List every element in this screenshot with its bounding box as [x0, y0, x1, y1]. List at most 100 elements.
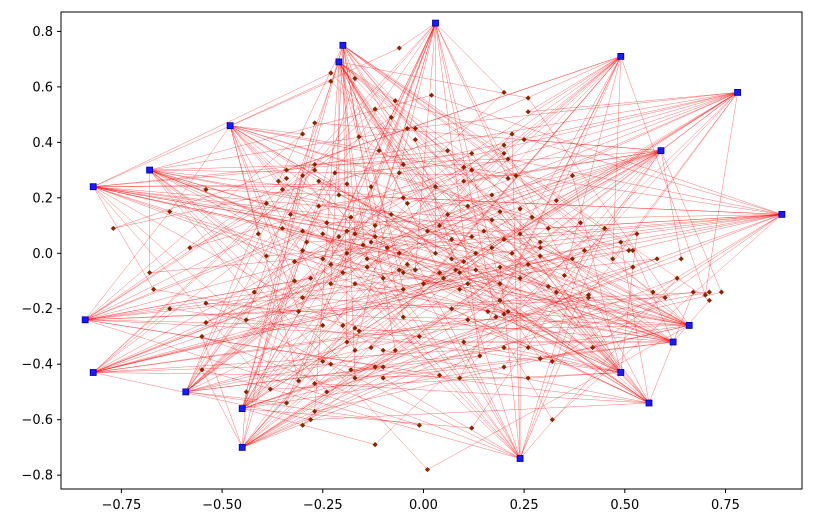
edge-line: [149, 169, 484, 232]
edge-line: [523, 56, 621, 140]
data-point: [678, 256, 684, 262]
data-point: [380, 347, 386, 353]
data-point: [513, 173, 519, 179]
hub-point: [432, 19, 439, 27]
edge-line: [242, 325, 344, 409]
edge-line: [507, 214, 782, 312]
edge-line: [564, 92, 738, 276]
data-point: [497, 281, 503, 287]
data-point: [300, 173, 306, 179]
data-point: [255, 231, 261, 237]
edge-line: [471, 236, 621, 373]
data-point: [396, 267, 402, 273]
data-point: [336, 234, 342, 240]
data-point: [203, 300, 209, 306]
edge-line: [229, 125, 501, 285]
data-point: [388, 211, 394, 218]
data-point: [469, 167, 475, 173]
data-point: [674, 275, 680, 281]
data-point: [545, 225, 551, 231]
edge-line: [242, 266, 634, 448]
y-tick-label: −0.8: [21, 469, 53, 484]
data-point: [618, 239, 624, 245]
x-tick-label: 0.00: [409, 498, 438, 513]
data-point: [440, 275, 447, 281]
data-point: [187, 245, 193, 251]
data-point: [400, 161, 406, 168]
data-point: [537, 245, 543, 251]
data-point: [263, 253, 269, 259]
data-point: [517, 206, 523, 212]
edge-line: [149, 169, 331, 265]
edge-line: [149, 169, 360, 332]
edge-line: [463, 341, 521, 459]
data-point: [537, 356, 543, 362]
data-point: [320, 358, 326, 365]
edge-line: [612, 56, 622, 259]
data-point: [328, 261, 334, 267]
hub-point: [335, 58, 343, 66]
edge-line: [230, 125, 666, 298]
data-point: [368, 184, 374, 190]
edge-line: [189, 56, 621, 248]
data-point: [380, 375, 386, 381]
edge-line: [85, 291, 710, 321]
data-point: [332, 170, 338, 176]
edge-line: [201, 369, 521, 459]
edge-line: [242, 277, 444, 409]
edge-line: [85, 169, 472, 321]
data-point: [481, 228, 487, 234]
data-point: [364, 264, 370, 270]
edge-line: [93, 150, 448, 187]
edge-line: [93, 186, 456, 271]
edge-line: [229, 125, 416, 271]
edge-line: [242, 350, 396, 448]
data-point: [324, 389, 330, 395]
edge-line: [519, 56, 622, 235]
hub-point: [81, 316, 89, 324]
data-point: [461, 339, 467, 345]
data-point: [432, 184, 439, 190]
edge-line: [395, 100, 782, 215]
data-point: [489, 192, 495, 198]
y-tick-label: −0.6: [21, 413, 53, 428]
data-point: [630, 264, 636, 270]
edge-line: [451, 239, 690, 326]
hub-point: [339, 41, 347, 49]
edge-line: [435, 23, 501, 284]
edge-line: [338, 61, 452, 259]
edge-line: [342, 45, 505, 240]
edge-line: [230, 125, 380, 151]
edge-line: [367, 258, 690, 326]
edge-line: [229, 125, 356, 351]
edge-line: [415, 128, 690, 326]
edge-line: [330, 45, 344, 284]
data-point: [372, 364, 378, 370]
edge-line: [358, 136, 674, 343]
data-point: [376, 148, 382, 154]
data-point: [497, 264, 503, 270]
data-point: [416, 333, 423, 340]
edge-line: [241, 391, 247, 448]
edge-line: [511, 253, 621, 373]
data-point: [167, 306, 173, 312]
data-point: [634, 231, 640, 237]
hub-point: [182, 388, 190, 396]
data-point: [509, 250, 515, 256]
data-point: [283, 175, 290, 181]
edge-line: [338, 61, 529, 99]
data-point: [110, 225, 116, 231]
edge-line: [85, 211, 170, 320]
edge-line: [149, 169, 509, 312]
edge-line: [85, 233, 259, 321]
y-tick-label: 0.6: [32, 80, 53, 95]
edge-line: [475, 253, 650, 404]
edge-line: [338, 61, 654, 293]
edge-line: [342, 45, 634, 268]
data-point: [469, 234, 475, 240]
edge-line: [185, 291, 255, 393]
data-point: [525, 375, 531, 381]
edge-line: [342, 45, 356, 234]
data-point: [501, 311, 507, 317]
edge-layer: [85, 22, 783, 470]
